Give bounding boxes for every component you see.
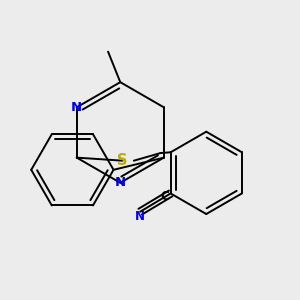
Text: N: N <box>71 101 82 114</box>
Text: N: N <box>135 210 145 223</box>
Text: N: N <box>115 176 126 189</box>
Text: S: S <box>117 153 128 168</box>
Text: C: C <box>160 190 169 203</box>
